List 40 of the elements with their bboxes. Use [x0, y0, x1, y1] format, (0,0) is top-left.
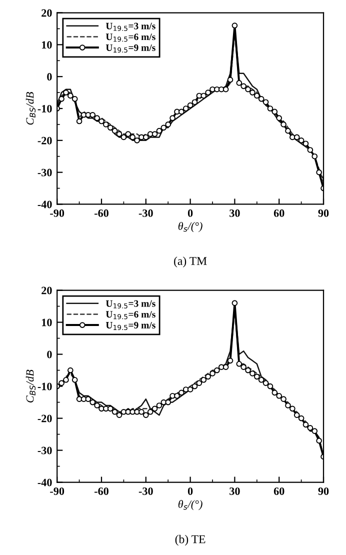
y-tick-label: -30	[38, 446, 52, 454]
y-axis-title: C$_{BS}$/dB	[26, 92, 36, 125]
x-tick-label: 90	[318, 487, 329, 495]
y-tick-label: -20	[38, 136, 52, 144]
y-tick-label: -20	[38, 414, 52, 422]
y-tick-label: 20	[42, 286, 52, 294]
legend-label: U$_{19.5}$=3 m/s	[106, 300, 156, 308]
x-tick-label: 30	[230, 487, 240, 495]
y-tick-label: 10	[42, 41, 52, 49]
x-tick-label: -90	[50, 487, 64, 495]
y-tick-label: 0	[47, 73, 52, 81]
legend-label: U$_{19.5}$=9 m/s	[106, 322, 156, 330]
legend-label: U$_{19.5}$=6 m/s	[106, 311, 156, 320]
x-tick-label: 30	[230, 209, 240, 217]
x-tick-label: 60	[274, 209, 284, 217]
x-axis-title: θ$_{s}$/(°)	[178, 500, 202, 510]
x-tick-label: -30	[138, 209, 153, 217]
legend-label: U$_{19.5}$=6 m/s	[106, 34, 156, 42]
x-axis-title: θ$_{s}$/(°)	[178, 222, 202, 232]
text: (a) TM	[174, 256, 207, 268]
text: (b) TE	[175, 534, 206, 546]
y-tick-label: -40	[38, 200, 52, 208]
y-tick-label: -30	[38, 168, 52, 176]
x-tick-label: -60	[94, 487, 108, 495]
x-tick-label: -90	[50, 209, 64, 217]
x-tick-label: -30	[138, 487, 153, 495]
y-tick-label: 10	[42, 318, 52, 326]
x-tick-label: 90	[318, 209, 329, 217]
y-tick-label: 0	[47, 350, 52, 358]
y-tick-label: -10	[38, 382, 52, 390]
y-tick-label: 20	[42, 9, 52, 17]
legend-label: U$_{19.5}$=9 m/s	[106, 44, 156, 53]
y-tick-label: -40	[38, 478, 52, 486]
x-tick-label: 0	[188, 487, 193, 495]
x-tick-label: -60	[94, 209, 108, 217]
legend-label: U$_{19.5}$=3 m/s	[106, 22, 156, 31]
x-tick-label: 60	[274, 487, 284, 495]
y-tick-label: -10	[38, 104, 52, 112]
x-tick-label: 0	[188, 209, 193, 217]
y-axis-title: C$_{BS}$/dB	[26, 370, 36, 402]
